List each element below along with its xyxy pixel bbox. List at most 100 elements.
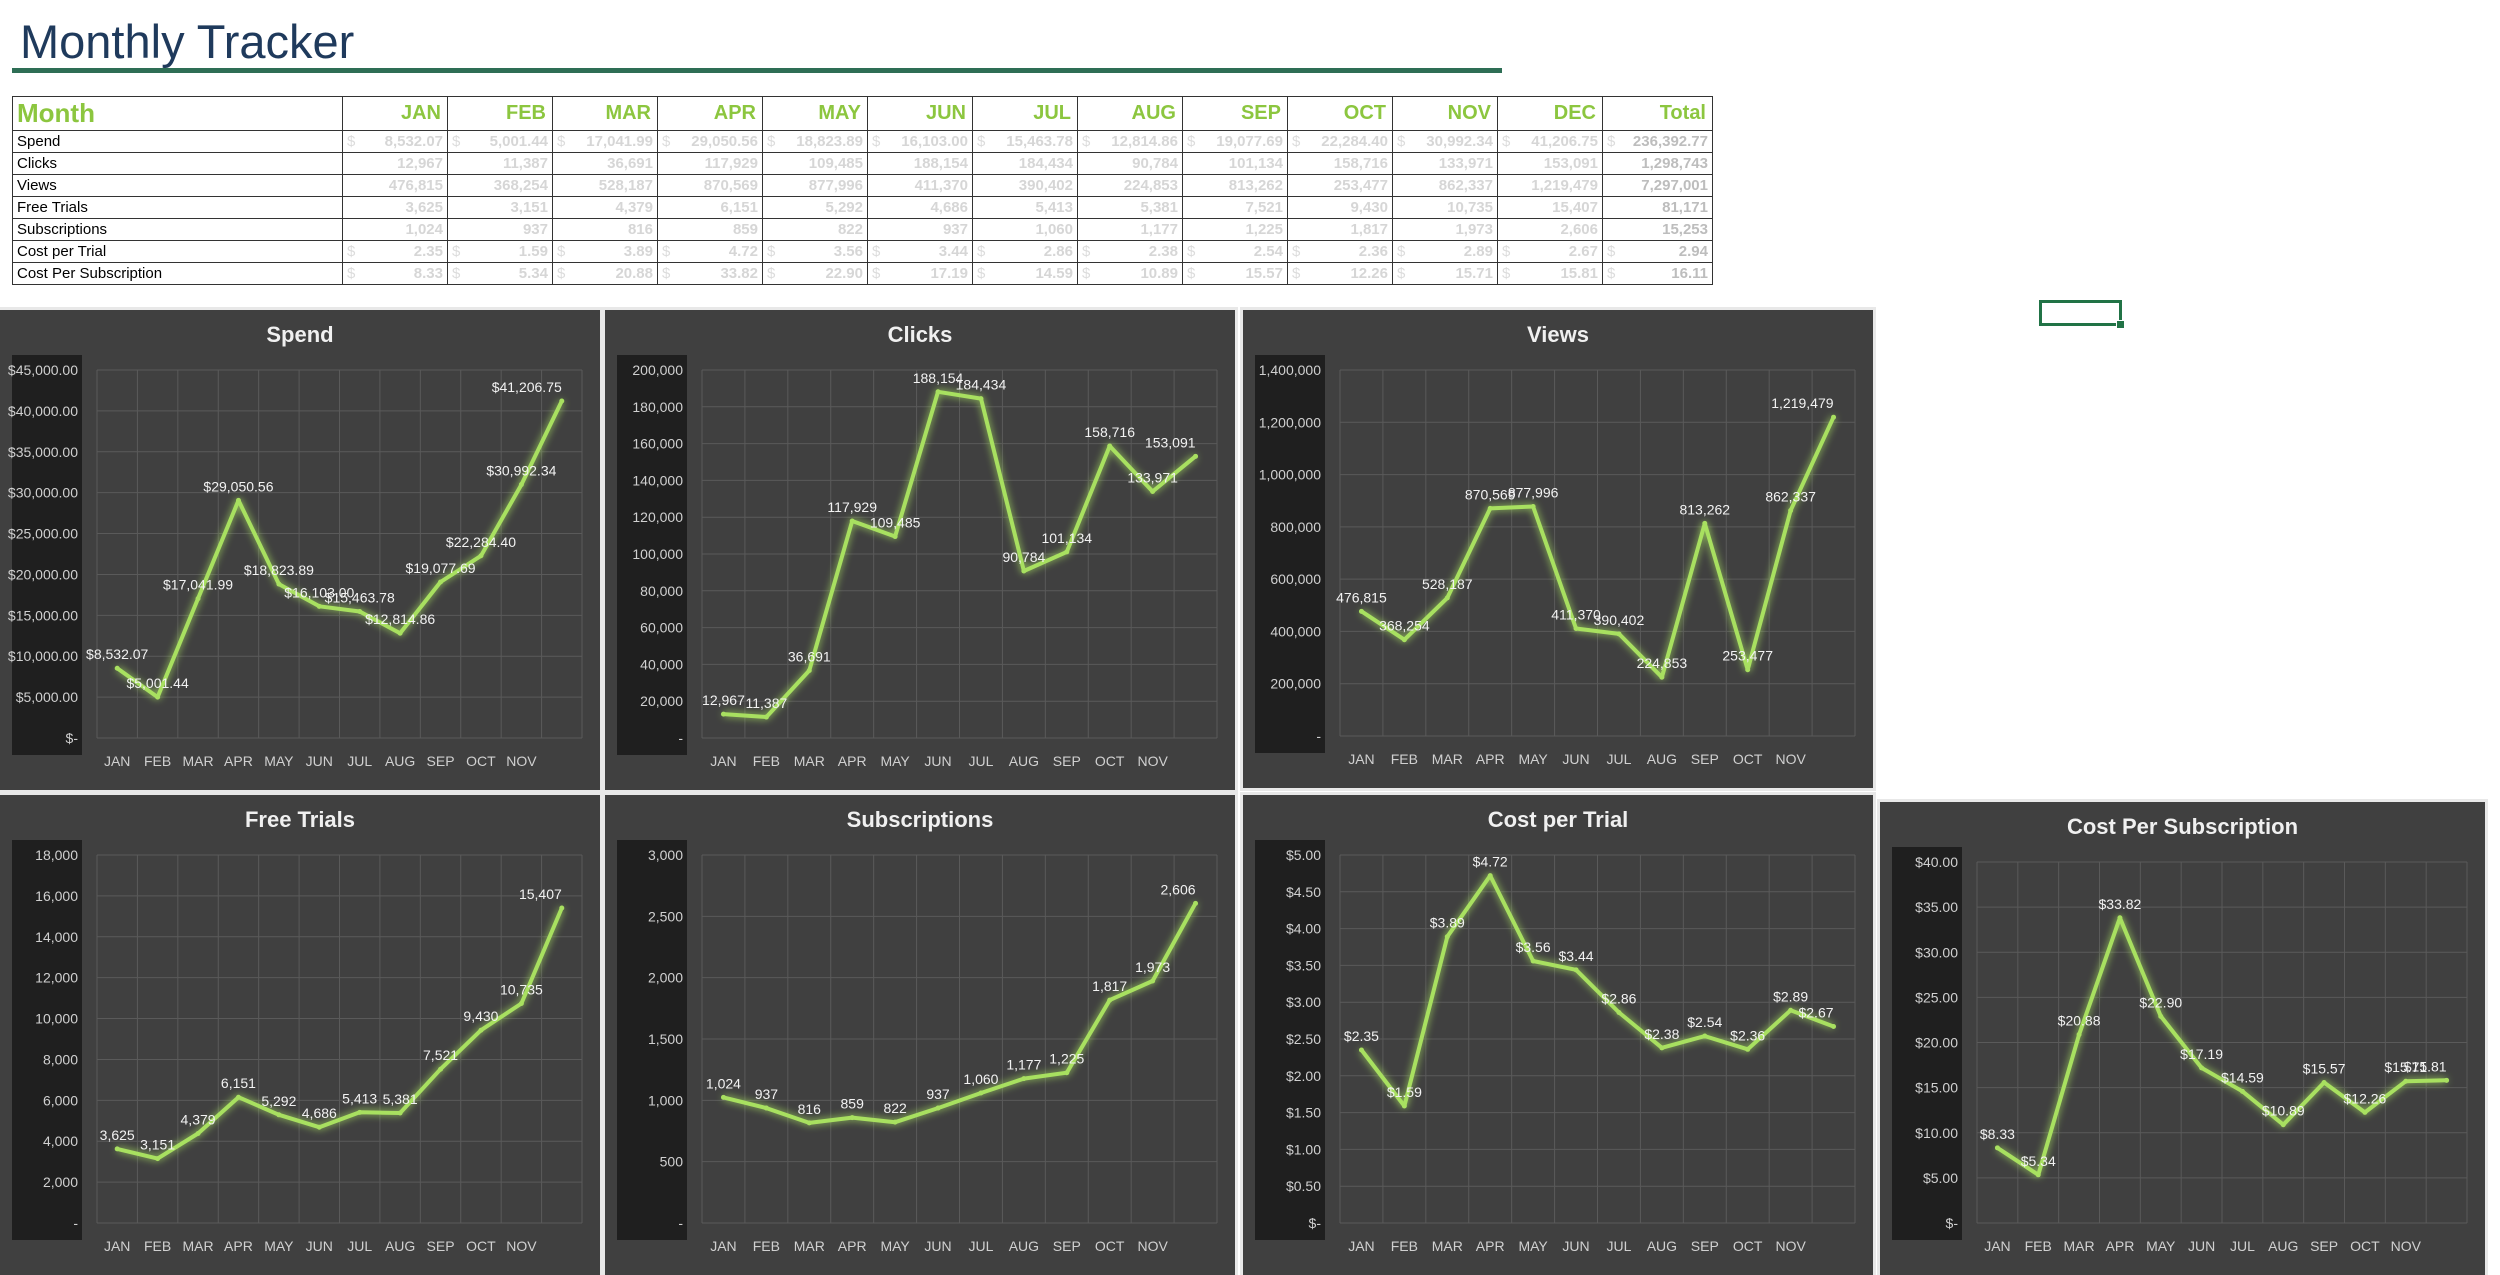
row-label[interactable]: Subscriptions [12,218,343,241]
data-point[interactable] [2199,1065,2205,1071]
data-point[interactable] [438,1066,444,1072]
value-cell[interactable]: $14.59 [972,262,1078,285]
value-cell[interactable]: 1,817 [1287,218,1393,241]
value-cell[interactable]: $41,206.75 [1497,130,1603,153]
data-point[interactable] [1616,1010,1622,1016]
data-point[interactable] [2403,1078,2409,1084]
data-point[interactable] [1064,549,1070,555]
data-point[interactable] [195,1130,201,1136]
value-cell[interactable]: 1,177 [1077,218,1183,241]
series-line[interactable] [1359,873,1835,1108]
data-point[interactable] [1444,934,1450,940]
data-point[interactable] [1358,1047,1364,1053]
value-cell[interactable]: 1,024 [342,218,448,241]
value-cell[interactable]: 476,815 [342,174,448,197]
value-cell[interactable]: $33.82 [657,262,763,285]
data-point[interactable] [2035,1172,2041,1178]
data-point[interactable] [2076,1032,2082,1038]
value-cell[interactable]: 133,971 [1392,152,1498,175]
value-cell[interactable]: $4.72 [657,240,763,263]
value-cell[interactable]: 390,402 [972,174,1078,197]
value-cell[interactable]: $5,001.44 [447,130,553,153]
header-cell[interactable]: DEC [1497,96,1603,131]
data-point[interactable] [892,534,898,540]
value-cell[interactable]: $2.86 [972,240,1078,263]
value-cell[interactable]: 368,254 [447,174,553,197]
data-point[interactable] [1659,1045,1665,1051]
total-cell[interactable]: $16.11 [1602,262,1713,285]
value-cell[interactable]: 1,225 [1182,218,1288,241]
data-point[interactable] [478,553,484,559]
value-cell[interactable]: $1.59 [447,240,553,263]
value-cell[interactable]: 3,151 [447,196,553,219]
data-point[interactable] [1193,453,1199,459]
data-point[interactable] [1530,503,1536,509]
data-point[interactable] [1021,1076,1027,1082]
data-point[interactable] [1831,1023,1837,1029]
value-cell[interactable]: 937 [447,218,553,241]
header-cell-month[interactable]: Month [12,96,343,131]
value-cell[interactable]: 937 [867,218,973,241]
row-label[interactable]: Cost Per Subscription [12,262,343,285]
value-cell[interactable]: 816 [552,218,658,241]
data-point[interactable] [1107,443,1113,449]
data-point[interactable] [1401,637,1407,643]
value-cell[interactable]: 5,381 [1077,196,1183,219]
data-point[interactable] [2239,1088,2245,1094]
row-label[interactable]: Cost per Trial [12,240,343,263]
data-point[interactable] [2280,1122,2286,1128]
value-cell[interactable]: $12.26 [1287,262,1393,285]
data-point[interactable] [1745,1046,1751,1052]
data-point[interactable] [2362,1109,2368,1115]
data-point[interactable] [114,665,120,671]
data-point[interactable] [1994,1145,2000,1151]
data-point[interactable] [2117,915,2123,921]
chart-cost-per-subscription[interactable]: Cost Per Subscription $- $5.00 $10.00 $15.00… [1880,802,2485,1275]
value-cell[interactable]: $29,050.56 [657,130,763,153]
data-point[interactable] [1788,508,1794,514]
value-cell[interactable]: 184,434 [972,152,1078,175]
value-cell[interactable]: 6,151 [657,196,763,219]
value-cell[interactable]: 822 [762,218,868,241]
data-point[interactable] [1358,608,1364,614]
value-cell[interactable]: 5,292 [762,196,868,219]
data-point[interactable] [316,1124,322,1130]
data-point[interactable] [235,497,241,503]
series-line[interactable] [1360,416,1836,680]
value-cell[interactable]: $2.35 [342,240,448,263]
row-label[interactable]: Views [12,174,343,197]
value-cell[interactable]: 9,430 [1287,196,1393,219]
data-point[interactable] [478,1027,484,1033]
series-line[interactable] [723,902,1198,1125]
data-point[interactable] [155,1156,161,1162]
data-point[interactable] [155,694,161,700]
value-cell[interactable]: 528,187 [552,174,658,197]
data-point[interactable] [935,389,941,395]
total-cell[interactable]: 81,171 [1602,196,1713,219]
data-point[interactable] [806,667,812,673]
data-point[interactable] [559,398,565,404]
value-cell[interactable]: 870,569 [657,174,763,197]
value-cell[interactable]: 813,262 [1182,174,1288,197]
value-cell[interactable]: 90,784 [1077,152,1183,175]
value-cell[interactable]: 153,091 [1497,152,1603,175]
data-point[interactable] [235,1094,241,1100]
value-cell[interactable]: 4,686 [867,196,973,219]
row-label[interactable]: Clicks [12,152,343,175]
data-point[interactable] [1659,674,1665,680]
data-point[interactable] [438,579,444,585]
data-point[interactable] [518,1001,524,1007]
data-point[interactable] [2321,1079,2327,1085]
chart-spend[interactable]: Spend $- $5,000.00 $10,000.00 $15,000.00 $20,… [0,310,600,790]
header-cell[interactable]: FEB [447,96,553,131]
total-cell[interactable]: 7,297,001 [1602,174,1713,197]
data-point[interactable] [763,1105,769,1111]
header-cell[interactable]: JUN [867,96,973,131]
header-cell[interactable]: JUL [972,96,1078,131]
total-cell[interactable]: $2.94 [1602,240,1713,263]
value-cell[interactable]: $17.19 [867,262,973,285]
data-point[interactable] [276,1112,282,1118]
data-point[interactable] [1702,1033,1708,1039]
data-point[interactable] [1487,873,1493,879]
chart-cost-per-trial[interactable]: Cost per Trial $- $0.50 $1.00 $1.50 $2.00 $2.5… [1243,795,1873,1275]
